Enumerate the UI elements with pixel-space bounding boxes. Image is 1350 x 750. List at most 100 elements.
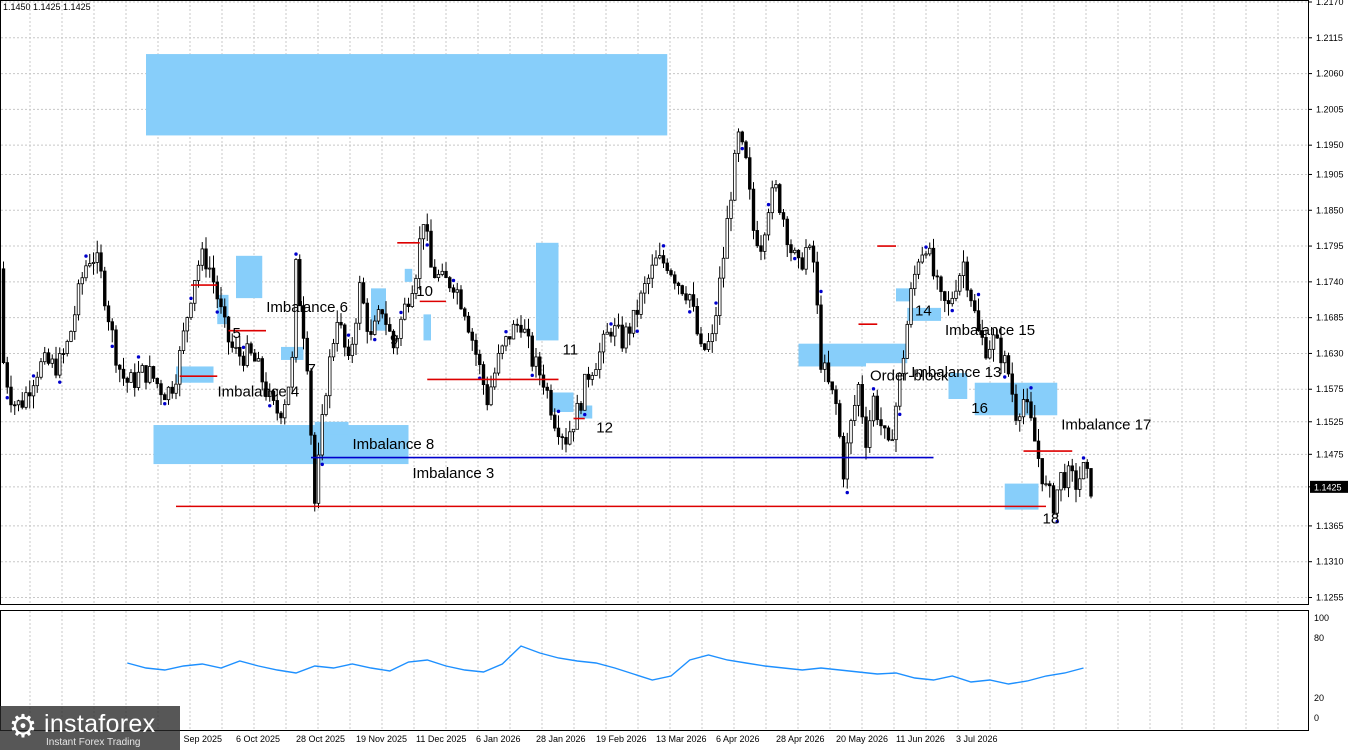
candle-body [496, 352, 501, 374]
candle-body [714, 315, 718, 335]
candle-body [376, 309, 381, 322]
candle-body [391, 330, 396, 349]
candle-body [485, 384, 489, 406]
fractal-marker [425, 243, 429, 247]
candle-body [208, 267, 212, 270]
fractal-marker [661, 244, 666, 248]
candle-body [1074, 470, 1078, 490]
candle-body [65, 341, 69, 354]
candle-body [185, 317, 189, 332]
candle-body [973, 300, 977, 312]
fractal-marker [740, 146, 744, 151]
fractal-marker [268, 404, 272, 408]
fractal-marker [373, 337, 377, 342]
candle-body [871, 395, 876, 422]
x-tick-label: 6 Oct 2025 [236, 734, 280, 744]
candle-body [489, 386, 493, 406]
candle-body [710, 333, 714, 342]
candle-body [24, 392, 28, 408]
candle-body [751, 188, 756, 231]
candle-body [271, 390, 276, 401]
fractal-marker [924, 245, 928, 249]
candle-body [774, 184, 778, 189]
level-lines [176, 242, 1073, 508]
candle-body [9, 386, 13, 406]
candle-body [46, 352, 51, 364]
y-tick-label: 1.1630 [1316, 348, 1344, 358]
candle-body [459, 289, 463, 310]
candle-body [230, 341, 234, 348]
candle-body [958, 275, 962, 292]
candle-body [181, 330, 186, 351]
candle-body [965, 261, 969, 291]
brand-name: instaforex [44, 710, 156, 738]
candle-body [800, 257, 804, 270]
candle-body [151, 366, 156, 379]
imbalance-zone [217, 294, 229, 325]
fractal-marker [110, 344, 114, 349]
candle-body [35, 376, 39, 387]
main-panel-frame [0, 0, 1309, 605]
candle-body [395, 337, 399, 349]
fractal-marker [346, 333, 351, 337]
candle-body [346, 346, 351, 357]
candle-body [624, 326, 628, 349]
candle-body [808, 245, 812, 248]
candle-body [365, 302, 369, 332]
candle-body [1055, 489, 1059, 514]
candle-body [1003, 355, 1007, 364]
candle-body [796, 249, 801, 259]
candle-body [920, 254, 924, 263]
y-tick-label: 1.1575 [1316, 384, 1344, 394]
candle-body [448, 277, 452, 289]
fractal-marker [84, 254, 88, 258]
imbalance-zone [866, 343, 908, 364]
candle-body [1085, 461, 1089, 469]
candle-body [110, 321, 114, 331]
candle-body [616, 324, 621, 327]
x-tick-label: 19 Feb 2026 [596, 734, 647, 744]
price-axis: 1.2170 1.2115 1.2060 1.2005 1.1950 1.1905 1.18… [1308, 0, 1348, 602]
y-tick-label: 1.2005 [1316, 104, 1344, 114]
fractal-marker [1029, 386, 1033, 390]
candle-body [609, 331, 613, 337]
x-tick-label: 19 Nov 2025 [356, 734, 407, 744]
candle-body [564, 437, 568, 445]
candle-body [133, 372, 137, 388]
candle-body [999, 337, 1003, 364]
candle-body [759, 245, 763, 252]
candle-body [1063, 472, 1067, 489]
candle-body [556, 427, 561, 438]
fractal-marker [793, 256, 797, 261]
candle-body [740, 131, 744, 143]
candle-body [815, 261, 819, 306]
imbalance-zone [146, 54, 668, 136]
candle-body [343, 324, 347, 348]
candle-body [429, 230, 433, 268]
candle-body [481, 364, 486, 386]
candle-body [290, 356, 294, 388]
fractal-marker [556, 409, 561, 414]
fractal-marker [819, 289, 823, 294]
candle-body [519, 324, 523, 333]
candle-body [924, 253, 928, 256]
candle-body [238, 346, 242, 357]
candle-body [328, 356, 332, 397]
candle-body [106, 305, 111, 323]
candle-body [421, 224, 426, 240]
candle-body [20, 400, 24, 408]
osc-tick-label: 80 [1314, 633, 1324, 643]
candle-body [538, 356, 542, 376]
candle-body [350, 343, 354, 357]
candle-body [31, 385, 36, 397]
fractal-marker [5, 396, 9, 400]
candle-body [84, 265, 88, 279]
candle-body [189, 302, 193, 319]
candle-body [1070, 465, 1074, 472]
candle-body [73, 314, 77, 332]
candle-body [114, 329, 118, 366]
candle-body [380, 309, 384, 315]
candle-body [58, 353, 62, 376]
imbalance-zone [1004, 483, 1039, 510]
